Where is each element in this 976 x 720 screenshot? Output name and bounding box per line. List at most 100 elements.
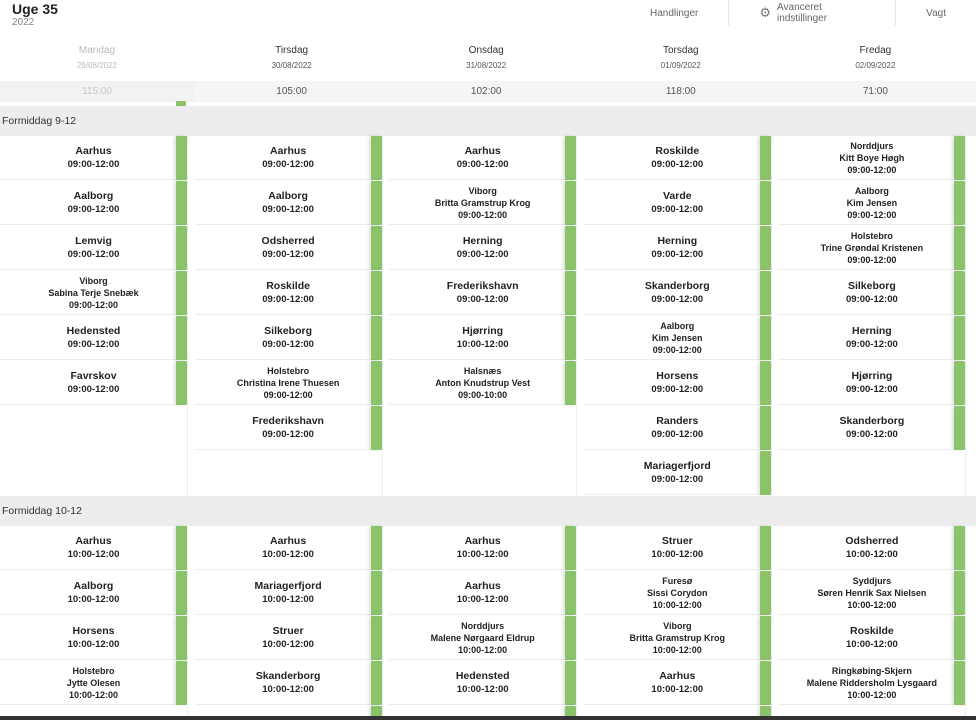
shift-card[interactable]: Holstebro Trine Grøndal Kristenen 09:00-12… xyxy=(778,226,966,270)
shift-status-bar[interactable] xyxy=(176,316,187,360)
shift-card[interactable]: Skanderborg 10:00-12:00 xyxy=(194,661,382,705)
shift-card[interactable]: Syddjurs Søren Henrik Sax Nielsen 10:00-12… xyxy=(778,571,966,615)
shift-status-bar[interactable] xyxy=(565,361,577,405)
shift-status-bar[interactable] xyxy=(176,226,187,270)
shift-card[interactable]: Roskilde 09:00-12:00 xyxy=(583,136,771,180)
shift-status-bar[interactable] xyxy=(370,271,382,315)
shift-status-bar[interactable] xyxy=(370,136,382,180)
shift-card[interactable]: Aarhus 10:00-12:00 xyxy=(389,526,577,570)
day-header[interactable]: Torsdag 01/09/2022 xyxy=(584,41,778,70)
shift-card[interactable]: Aarhus 10:00-12:00 xyxy=(389,571,577,615)
shift-status-bar[interactable] xyxy=(176,271,187,315)
shift-card[interactable]: Struer 10:00-12:00 xyxy=(194,616,382,660)
shift-status-bar[interactable] xyxy=(176,181,187,225)
shift-status-bar[interactable] xyxy=(176,571,187,615)
shift-status-bar[interactable] xyxy=(370,226,382,270)
day-header[interactable]: Fredag 02/09/2022 xyxy=(778,41,972,70)
shift-card[interactable]: Aarhus 09:00-12:00 xyxy=(389,136,577,180)
shift-status-bar[interactable] xyxy=(759,661,771,705)
shift-card[interactable]: Herning 09:00-12:00 xyxy=(389,226,577,270)
shift-status-bar[interactable] xyxy=(759,451,771,495)
shift-status-bar[interactable] xyxy=(565,616,577,660)
shift-card[interactable]: Randers 09:00-12:00 xyxy=(583,406,771,450)
shift-status-bar[interactable] xyxy=(954,571,966,615)
shift-status-bar[interactable] xyxy=(565,181,577,225)
shift-status-bar[interactable] xyxy=(954,271,966,315)
shift-status-bar[interactable] xyxy=(565,661,577,705)
shift-status-bar[interactable] xyxy=(954,406,966,450)
shift-status-bar[interactable] xyxy=(759,316,771,360)
shift-status-bar[interactable] xyxy=(565,571,577,615)
shift-card[interactable]: Struer 10:00-12:00 xyxy=(583,526,771,570)
shift-card[interactable]: Aalborg 09:00-12:00 xyxy=(194,181,382,225)
day-header[interactable]: Mandag 29/08/2022 xyxy=(0,41,194,70)
shift-card[interactable]: Mariagerfjord 09:00-12:00 xyxy=(583,451,771,495)
shift-status-bar[interactable] xyxy=(954,226,966,270)
shift-status-bar[interactable] xyxy=(370,181,382,225)
shift-status-bar[interactable] xyxy=(759,136,771,180)
shift-status-bar[interactable] xyxy=(176,136,187,180)
shift-status-bar[interactable] xyxy=(954,316,966,360)
shift-status-bar[interactable] xyxy=(954,361,966,405)
shift-status-bar[interactable] xyxy=(759,271,771,315)
shift-status-bar[interactable] xyxy=(176,361,187,405)
shift-status-bar[interactable] xyxy=(565,226,577,270)
shift-status-bar[interactable] xyxy=(370,571,382,615)
shift-card[interactable]: Viborg Britta Gramstrup Krog 09:00-12:00 xyxy=(389,181,577,225)
shift-card[interactable]: Mariagerfjord 10:00-12:00 xyxy=(194,571,382,615)
shift-status-bar[interactable] xyxy=(370,361,382,405)
shift-card[interactable]: Halsnæs Anton Knudstrup Vest 09:00-10:00 xyxy=(389,361,577,405)
shift-card[interactable]: Hedensted 09:00-12:00 xyxy=(0,316,187,360)
day-header[interactable]: Tirsdag 30/08/2022 xyxy=(195,41,389,70)
shift-status-bar[interactable] xyxy=(370,616,382,660)
shift-card[interactable]: Roskilde 09:00-12:00 xyxy=(194,271,382,315)
shift-status-bar[interactable] xyxy=(954,136,966,180)
shift-card[interactable]: Silkeborg 09:00-12:00 xyxy=(778,271,966,315)
shift-status-bar[interactable] xyxy=(759,616,771,660)
shift-card[interactable]: Horsens 09:00-12:00 xyxy=(583,361,771,405)
shift-card[interactable]: Aarhus 10:00-12:00 xyxy=(0,526,187,570)
shift-card[interactable]: Viborg Britta Gramstrup Krog 10:00-12:00 xyxy=(583,616,771,660)
shift-status-bar[interactable] xyxy=(565,316,577,360)
shift-status-bar[interactable] xyxy=(176,616,187,660)
shift-card[interactable]: Hjørring 10:00-12:00 xyxy=(389,316,577,360)
shift-status-bar[interactable] xyxy=(370,661,382,705)
shift-card[interactable]: Odsherred 09:00-12:00 xyxy=(194,226,382,270)
day-header[interactable]: Onsdag 31/08/2022 xyxy=(389,41,583,70)
shift-card[interactable]: Aarhus 10:00-12:00 xyxy=(583,661,771,705)
shift-card[interactable]: Favrskov 09:00-12:00 xyxy=(0,361,187,405)
shift-card[interactable]: Lemvig 09:00-12:00 xyxy=(0,226,187,270)
shift-card[interactable]: Horsens 10:00-12:00 xyxy=(0,616,187,660)
shift-card[interactable]: Skanderborg 09:00-12:00 xyxy=(583,271,771,315)
actions-button[interactable]: Handlinger xyxy=(620,0,730,26)
shift-card[interactable]: Frederikshavn 09:00-12:00 xyxy=(389,271,577,315)
shift-status-bar[interactable] xyxy=(954,526,966,570)
shift-status-bar[interactable] xyxy=(565,526,577,570)
shift-status-bar[interactable] xyxy=(176,661,187,705)
shift-card[interactable]: Odsherred 10:00-12:00 xyxy=(778,526,966,570)
shift-card[interactable]: Aalborg 10:00-12:00 xyxy=(0,571,187,615)
shift-status-bar[interactable] xyxy=(759,526,771,570)
shift-status-bar[interactable] xyxy=(759,226,771,270)
shift-status-bar[interactable] xyxy=(759,406,771,450)
shift-status-bar[interactable] xyxy=(759,181,771,225)
shift-status-bar[interactable] xyxy=(370,526,382,570)
shift-card[interactable]: Aalborg Kim Jensen 09:00-12:00 xyxy=(583,316,771,360)
shift-status-bar[interactable] xyxy=(759,571,771,615)
shift-card[interactable]: Varde 09:00-12:00 xyxy=(583,181,771,225)
shift-card[interactable]: Ringkøbing-Skjern Malene Riddersholm Lysg… xyxy=(778,661,966,705)
shift-status-bar[interactable] xyxy=(565,271,577,315)
shift-card[interactable]: Hedensted 10:00-12:00 xyxy=(389,661,577,705)
shift-card[interactable]: Holstebro Jytte Olesen 10:00-12:00 xyxy=(0,661,187,705)
shift-card[interactable]: Furesø Sissi Corydon 10:00-12:00 xyxy=(583,571,771,615)
shift-card[interactable]: Aarhus 09:00-12:00 xyxy=(0,136,187,180)
shift-status-bar[interactable] xyxy=(176,526,187,570)
shift-status-bar[interactable] xyxy=(759,361,771,405)
shift-status-bar[interactable] xyxy=(954,616,966,660)
shift-card[interactable]: Hjørring 09:00-12:00 xyxy=(778,361,966,405)
shift-status-bar[interactable] xyxy=(759,706,771,720)
shift-card[interactable]: Aarhus 10:00-12:00 xyxy=(194,526,382,570)
advanced-settings-button[interactable]: ⚙ Avanceret indstillinger xyxy=(729,0,897,26)
shift-card[interactable]: Herning 09:00-12:00 xyxy=(583,226,771,270)
shift-card[interactable]: Aarhus 09:00-12:00 xyxy=(194,136,382,180)
